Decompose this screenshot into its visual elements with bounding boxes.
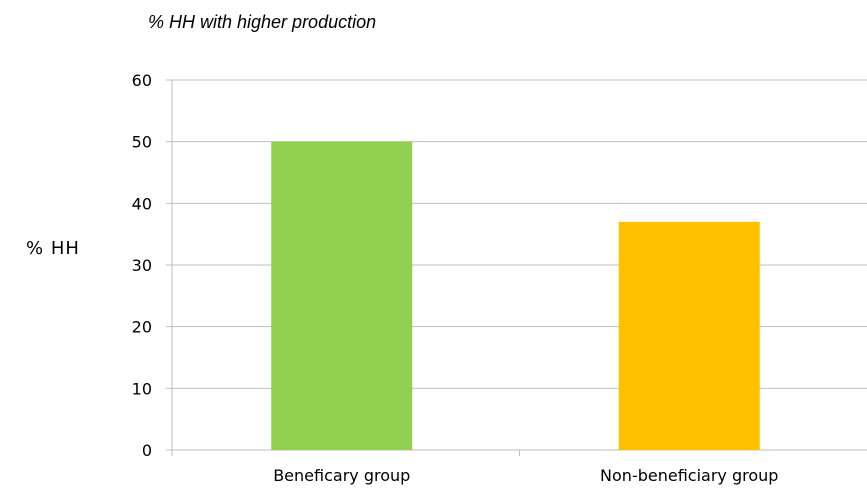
x-tick-label: Beneficary group xyxy=(273,466,410,485)
y-tick-label: 30 xyxy=(132,256,152,275)
x-tick-label: Non-beneficiary group xyxy=(600,466,778,485)
y-tick-label: 60 xyxy=(132,71,152,90)
y-tick-label: 40 xyxy=(132,194,152,213)
bar xyxy=(618,221,760,450)
chart-title: % HH with higher production xyxy=(148,12,377,32)
y-tick-label: 20 xyxy=(132,318,152,337)
y-tick-label: 10 xyxy=(132,379,152,398)
y-tick-label: 50 xyxy=(132,133,152,152)
y-tick-label: 0 xyxy=(142,441,152,460)
bar xyxy=(271,141,413,450)
y-axis-title: % HH xyxy=(26,238,80,259)
